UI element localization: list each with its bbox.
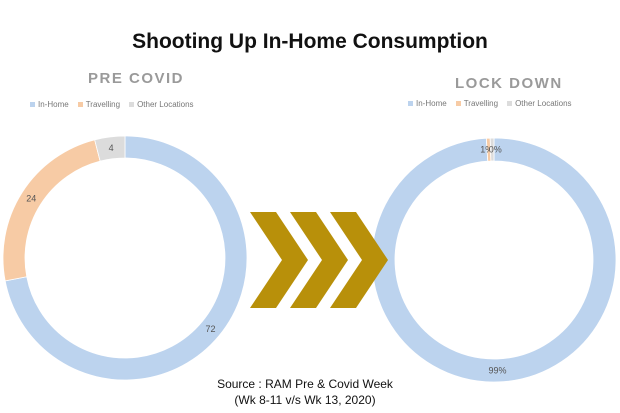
page-title: Shooting Up In-Home Consumption <box>132 30 488 53</box>
legend-item-in-home: In-Home <box>30 100 69 109</box>
legend-swatch <box>77 102 83 107</box>
legend-swatch <box>507 101 513 106</box>
legend-label: Other Locations <box>137 100 194 109</box>
slice-label-travelling: 1% <box>480 145 493 155</box>
legend-label: Travelling <box>463 99 499 108</box>
slice-label-in-home: 72 <box>206 324 216 334</box>
legend-item-other-locations: Other Locations <box>129 100 194 109</box>
legend-item-travelling: Travelling <box>77 100 121 109</box>
chevron-arrow-icon <box>330 212 388 308</box>
chevron-arrow-icon <box>290 212 348 308</box>
slice-other-locations <box>489 137 495 162</box>
legend-item-in-home: In-Home <box>408 99 447 108</box>
slice-label-in-home: 99% <box>488 365 506 375</box>
legend-swatch <box>408 101 413 106</box>
pre-covid-legend: In-Home Travelling Other Locations <box>30 100 194 109</box>
lockdown-chart-title: LOCK DOWN <box>455 75 563 92</box>
legend-swatch <box>30 102 35 107</box>
slice-other-locations <box>94 135 126 162</box>
source-note: Source : RAM Pre & Covid Week (Wk 8-11 v… <box>195 376 415 408</box>
slice-label-other-locations: 0% <box>489 145 502 155</box>
legend-label: Travelling <box>85 100 121 109</box>
legend-item-travelling: Travelling <box>455 99 499 108</box>
source-line-2: (Wk 8-11 v/s Wk 13, 2020) <box>234 393 376 407</box>
legend-label: Other Locations <box>515 99 572 108</box>
lockdown-legend: In-Home Travelling Other Locations <box>408 99 572 108</box>
chevron-arrows <box>250 212 388 308</box>
slice-travelling <box>2 139 101 282</box>
legend-label: In-Home <box>38 100 69 109</box>
chevron-arrow-icon <box>250 212 308 308</box>
legend-swatch <box>455 101 461 106</box>
slice-in-home <box>4 135 248 381</box>
legend-label: In-Home <box>416 99 447 108</box>
legend-swatch <box>129 102 135 107</box>
legend-item-other-locations: Other Locations <box>507 99 572 108</box>
pre-covid-donut: 72 24 4 <box>2 135 248 381</box>
slice-in-home <box>371 137 617 383</box>
source-line-1: Source : RAM Pre & Covid Week <box>217 377 393 391</box>
lockdown-donut: 99% 1%0% <box>371 137 617 383</box>
slice-label-other-locations: 4 <box>109 143 114 153</box>
slice-label-travelling: 24 <box>26 194 36 204</box>
pre-covid-chart-title: PRE COVID <box>88 70 185 87</box>
